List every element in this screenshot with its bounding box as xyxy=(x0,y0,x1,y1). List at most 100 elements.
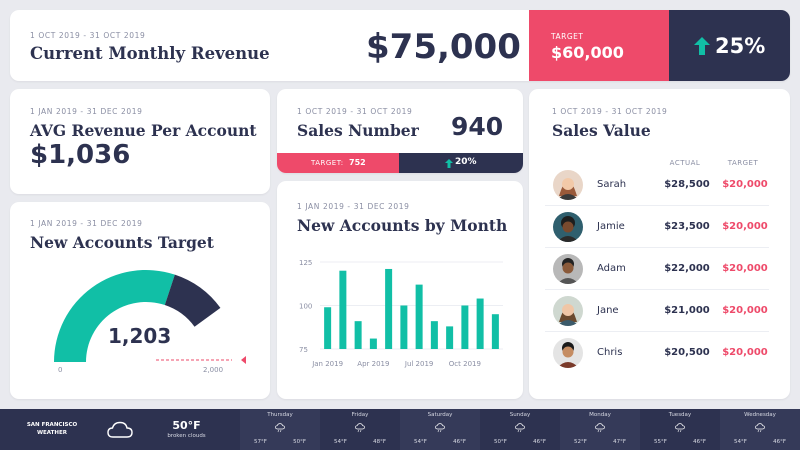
sales-number-card: 1 OCT 2019 - 31 OCT 2019 Sales Number 94… xyxy=(277,89,523,173)
weather-location: SAN FRANCISCO xyxy=(26,422,78,428)
avg-revenue-card: 1 JAN 2019 - 31 DEC 2019 AVG Revenue Per… xyxy=(10,89,270,194)
sales-number-date: 1 OCT 2019 - 31 OCT 2019 xyxy=(297,107,413,116)
avatar xyxy=(553,170,583,200)
revenue-title: Current Monthly Revenue xyxy=(30,44,270,63)
accounts-target-value: 1,203 xyxy=(108,324,172,348)
sales-rep-name: Jamie xyxy=(597,221,625,232)
rain-cloud-icon xyxy=(435,423,445,433)
sales-rep-actual: $20,500 xyxy=(664,347,710,358)
avg-revenue-date: 1 JAN 2019 - 31 DEC 2019 xyxy=(30,107,143,116)
forecast-day-high: 46°F xyxy=(693,439,706,445)
sales-rep-actual: $28,500 xyxy=(664,179,710,190)
sales-rep-name: Adam xyxy=(597,263,626,274)
new-accounts-card: 1 JAN 2019 - 31 DEC 2019 New Accounts by… xyxy=(277,181,523,399)
y-tick-label: 75 xyxy=(299,346,308,354)
column-header-target: TARGET xyxy=(727,159,759,167)
gauge-min-label: 0 xyxy=(58,366,63,374)
revenue-target-value: $60,000 xyxy=(551,43,624,62)
rain-cloud-icon xyxy=(675,423,685,433)
sales-value-date: 1 OCT 2019 - 31 OCT 2019 xyxy=(552,107,668,116)
forecast-day-name: Saturday xyxy=(427,412,453,418)
chart-bar xyxy=(430,321,438,349)
forecast-day-name: Wednesday xyxy=(744,412,776,418)
sales-row-adam: Adam $22,000 $20,000 xyxy=(529,248,769,290)
avatar xyxy=(553,296,583,326)
sales-rep-actual: $23,500 xyxy=(664,221,710,232)
sales-row-jamie: Jamie $23,500 $20,000 xyxy=(529,206,769,248)
revenue-date: 1 OCT 2019 - 31 OCT 2019 xyxy=(30,31,146,40)
row-divider xyxy=(545,289,769,290)
accounts-target-date: 1 JAN 2019 - 31 DEC 2019 xyxy=(30,219,143,228)
y-tick-label: 100 xyxy=(299,303,312,311)
revenue-target-label: TARGET xyxy=(551,32,584,41)
chart-bar xyxy=(324,307,332,349)
forecast-day-low: 57°F xyxy=(254,439,267,445)
gauge-max-label: 2,000 xyxy=(203,366,224,374)
gauge-achieved-arc xyxy=(54,270,175,362)
forecast-day-low: 55°F xyxy=(654,439,667,445)
chart-bar xyxy=(385,268,393,349)
forecast-day: Saturday 54°F 46°F xyxy=(400,409,480,450)
row-divider xyxy=(545,205,769,206)
accounts-gauge xyxy=(54,270,246,364)
forecast-day-low: 54°F xyxy=(414,439,427,445)
sales-rep-name: Sarah xyxy=(597,179,627,190)
row-divider xyxy=(545,331,769,332)
arrow-up-icon xyxy=(694,37,710,55)
revenue-change-panel: 25% xyxy=(669,10,790,81)
forecast-day: Tuesday 55°F 46°F xyxy=(640,409,720,450)
forecast-day-name: Sunday xyxy=(509,412,531,418)
chart-bar xyxy=(400,305,408,349)
sales-rep-target: $20,000 xyxy=(722,221,768,232)
chart-bar xyxy=(461,305,469,349)
column-header-actual: ACTUAL xyxy=(669,159,701,167)
weather-bar: SAN FRANCISCO WEATHER 50°F broken clouds… xyxy=(0,409,800,450)
avg-revenue-value: $1,036 xyxy=(30,140,131,170)
forecast-day-high: 46°F xyxy=(773,439,786,445)
sales-rep-actual: $22,000 xyxy=(664,263,710,274)
sales-row-chris: Chris $20,500 $20,000 xyxy=(529,332,769,374)
forecast-day: Monday 52°F 47°F xyxy=(560,409,640,450)
chart-bar xyxy=(446,326,454,349)
x-tick-label: Apr 2019 xyxy=(357,360,389,368)
forecast-day-low: 54°F xyxy=(734,439,747,445)
sales-number-target-value: 752 xyxy=(349,158,366,167)
sales-number-change-value: 20% xyxy=(455,157,477,167)
chart-bar xyxy=(354,321,362,349)
new-accounts-date: 1 JAN 2019 - 31 DEC 2019 xyxy=(297,202,410,211)
chart-bar xyxy=(415,284,423,349)
revenue-value: $75,000 xyxy=(366,27,521,67)
cloud-icon xyxy=(107,421,133,438)
accounts-target-title: New Accounts Target xyxy=(30,233,214,252)
gauge-target-arc xyxy=(164,274,221,327)
sales-value-card: 1 OCT 2019 - 31 OCT 2019 Sales Value ACT… xyxy=(529,89,790,399)
sales-rep-target: $20,000 xyxy=(722,347,768,358)
forecast-day-high: 46°F xyxy=(533,439,546,445)
forecast-day: Sunday 50°F 46°F xyxy=(480,409,560,450)
sales-rep-name: Chris xyxy=(597,347,623,358)
forecast-day-name: Tuesday xyxy=(668,412,692,418)
sales-number-change-bar: 20% xyxy=(399,153,523,173)
forecast-day-high: 48°F xyxy=(373,439,386,445)
sales-number-target-bar: TARGET: 752 xyxy=(277,153,399,173)
accounts-target-card: 1 JAN 2019 - 31 DEC 2019 New Accounts Ta… xyxy=(10,202,270,399)
forecast-day-low: 54°F xyxy=(334,439,347,445)
forecast-day-low: 52°F xyxy=(574,439,587,445)
forecast-day-low: 50°F xyxy=(494,439,507,445)
revenue-target-panel: TARGET $60,000 xyxy=(529,10,669,81)
forecast-day: Thursday 57°F 50°F xyxy=(240,409,320,450)
sales-rep-target: $20,000 xyxy=(722,305,768,316)
weather-label: WEATHER xyxy=(36,430,67,436)
forecast-day: Friday 54°F 48°F xyxy=(320,409,400,450)
x-tick-label: Jul 2019 xyxy=(404,360,434,368)
row-divider xyxy=(545,247,769,248)
sales-number-value: 940 xyxy=(451,112,504,141)
weather-current-desc: broken clouds xyxy=(167,433,206,439)
forecast-day-high: 46°F xyxy=(453,439,466,445)
revenue-card: 1 OCT 2019 - 31 OCT 2019 Current Monthly… xyxy=(10,10,790,81)
sales-rep-name: Jane xyxy=(597,305,619,316)
revenue-change-value: 25% xyxy=(715,34,766,58)
new-accounts-title: New Accounts by Month xyxy=(297,216,508,235)
rain-cloud-icon xyxy=(595,423,605,433)
